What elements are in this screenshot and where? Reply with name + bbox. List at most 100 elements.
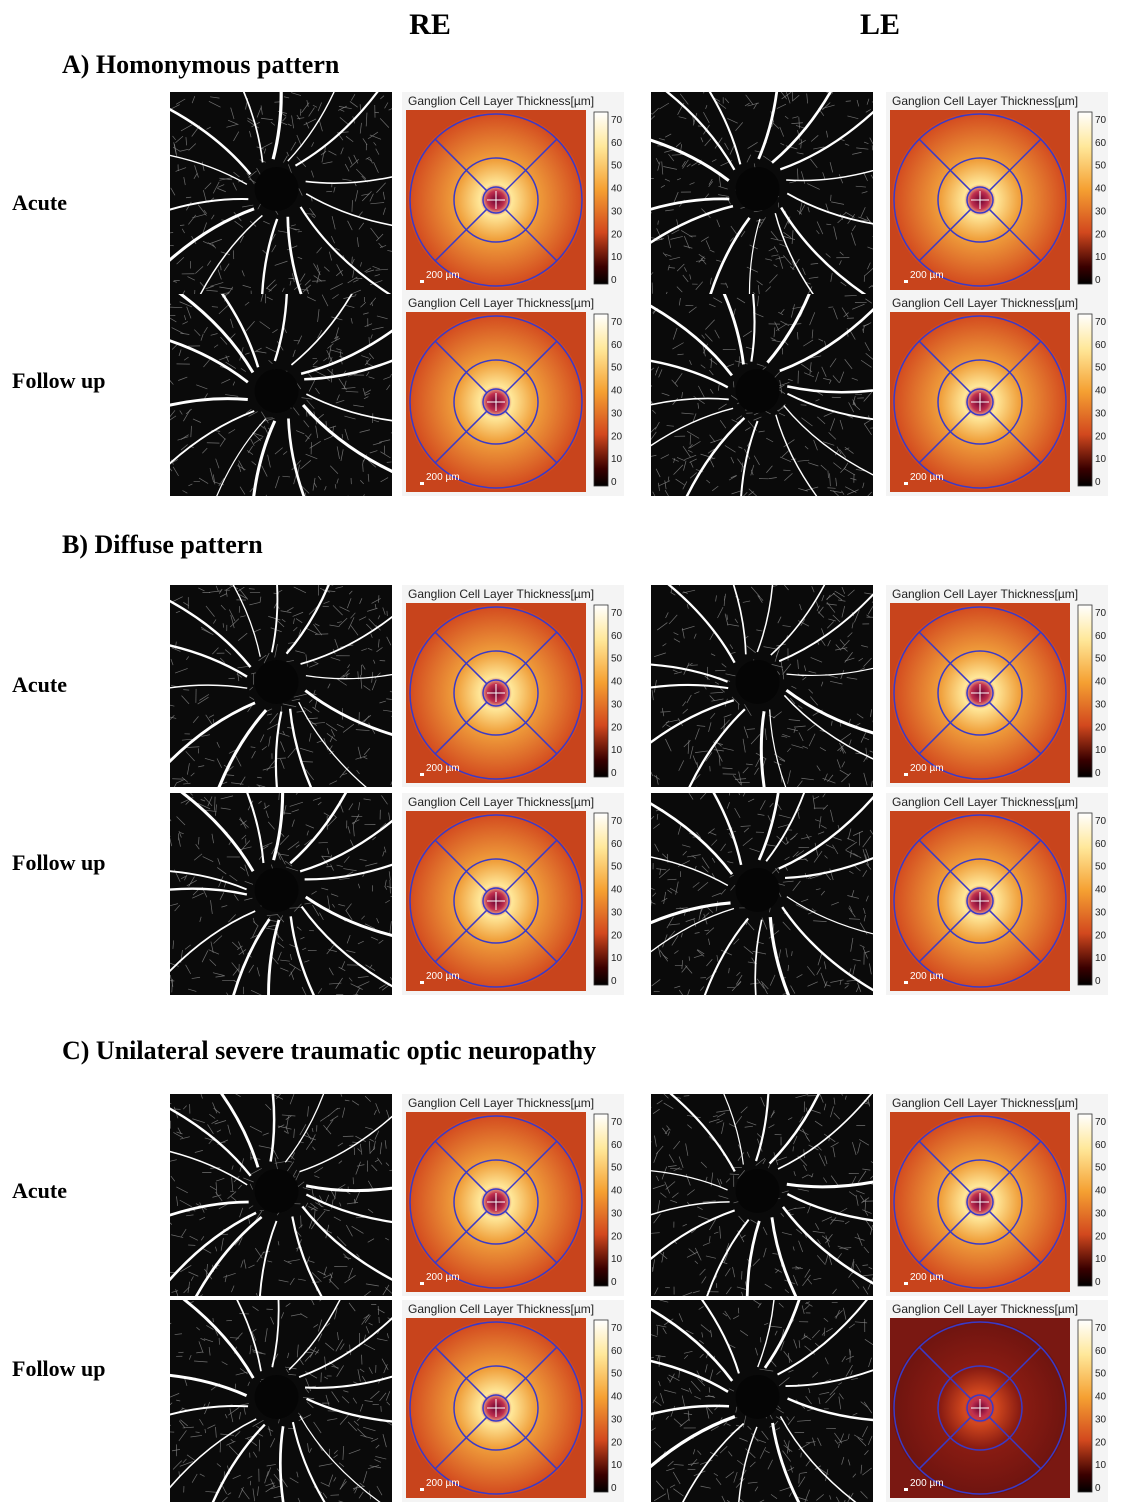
section-title-b: B) Diffuse pattern — [62, 530, 263, 559]
gcl-map-le-s1-r1: 200 µm 70 60 50 40 30 20 10 0 Ganglion Cell Layer… — [886, 793, 1108, 995]
gcl-map-re-s2-r0: 200 µm 70 60 50 40 30 20 10 0 Ganglion Cell Layer… — [402, 1094, 624, 1296]
etdrs-ring-2 — [482, 388, 510, 416]
scale-bar-label: 200 µm — [910, 270, 944, 281]
etdrs-sector-line — [434, 1346, 488, 1400]
colorbar-tick-label: 60 — [611, 1346, 623, 1357]
colorbar-tick-label: 20 — [1095, 1231, 1107, 1242]
etdrs-ring-0 — [893, 1321, 1067, 1495]
etdrs-ring-0 — [409, 606, 583, 780]
colorbar-tick-label: 50 — [611, 161, 623, 172]
colorbar-tick-label: 40 — [611, 1186, 623, 1197]
etdrs-sector-line — [918, 208, 972, 262]
etdrs-ring-0 — [409, 1321, 583, 1495]
etdrs-ring-1 — [937, 858, 1023, 944]
colorbar-tick-label: 40 — [1095, 184, 1107, 195]
scale-bar — [420, 482, 424, 485]
etdrs-sector-line — [504, 1416, 558, 1470]
etdrs-ring-1 — [937, 359, 1023, 445]
gcl-map-le-s1-r0: 200 µm 70 60 50 40 30 20 10 0 Ganglion Cell Layer… — [886, 585, 1108, 787]
colorbar-tick-label: 10 — [1095, 1460, 1107, 1471]
etdrs-sector-line — [918, 1416, 972, 1470]
etdrs-ring-2 — [966, 388, 994, 416]
colorbar-tick-label: 10 — [1095, 745, 1107, 756]
scale-bar-label: 200 µm — [910, 472, 944, 483]
gcl-map-re-s0-r0: 200 µm 70 60 50 40 30 20 10 0 Ganglion Cell Layer… — [402, 92, 624, 294]
colorbar-tick-label: 70 — [1095, 115, 1107, 126]
angiography-re-s0-r1 — [170, 294, 392, 496]
colorbar-tick-label: 70 — [611, 317, 623, 328]
scale-bar-label: 200 µm — [910, 1272, 944, 1283]
scale-bar-label: 200 µm — [426, 1272, 460, 1283]
etdrs-sector-line — [988, 138, 1042, 192]
colorbar-tick-label: 10 — [611, 953, 623, 964]
gcl-map-re-s2-r1: 200 µm 70 60 50 40 30 20 10 0 Ganglion Cell Layer… — [402, 1300, 624, 1502]
colorbar-tick-label: 40 — [1095, 1186, 1107, 1197]
angiography-le-s2-r1 — [651, 1300, 873, 1502]
scale-bar-label: 200 µm — [910, 763, 944, 774]
gcl-map-title: Ganglion Cell Layer Thickness[µm] — [892, 795, 1079, 809]
colorbar-tick-label: 20 — [611, 930, 623, 941]
colorbar-tick-label: 70 — [611, 816, 623, 827]
colorbar-tick-label: 20 — [1095, 431, 1107, 442]
gcl-map-title: Ganglion Cell Layer Thickness[µm] — [408, 587, 595, 601]
colorbar-tick-label: 30 — [611, 907, 623, 918]
colorbar-tick-label: 60 — [1095, 1140, 1107, 1151]
etdrs-sector-line — [504, 1346, 558, 1400]
colorbar-tick-label: 60 — [611, 340, 623, 351]
colorbar-tick-label: 40 — [611, 184, 623, 195]
etdrs-ring-1 — [453, 359, 539, 445]
scale-bar-label: 200 µm — [910, 1478, 944, 1489]
colorbar-tick-label: 40 — [1095, 1392, 1107, 1403]
etdrs-ring-0 — [893, 113, 1067, 287]
colorbar-tick-label: 0 — [1095, 1483, 1101, 1494]
etdrs-sector-line — [988, 340, 1042, 394]
etdrs-ring-1 — [937, 650, 1023, 736]
angiography-re-s1-r0 — [170, 585, 392, 787]
colorbar-tick-label: 60 — [1095, 839, 1107, 850]
etdrs-ring-2 — [482, 1394, 510, 1422]
scale-bar — [904, 981, 908, 984]
gcl-map-title: Ganglion Cell Layer Thickness[µm] — [408, 795, 595, 809]
colorbar-tick-label: 30 — [611, 1414, 623, 1425]
colorbar-tick-label: 40 — [611, 386, 623, 397]
colorbar-tick-label: 60 — [1095, 138, 1107, 149]
colorbar-tick-label: 10 — [611, 454, 623, 465]
etdrs-sector-line — [504, 340, 558, 394]
colorbar-tick-label: 30 — [611, 206, 623, 217]
colorbar-tick-label: 0 — [611, 768, 617, 779]
colorbar — [593, 604, 609, 778]
etdrs-sector-line — [504, 909, 558, 963]
colorbar-tick-label: 40 — [611, 885, 623, 896]
etdrs-ring-2 — [482, 1188, 510, 1216]
etdrs-sector-line — [918, 1140, 972, 1194]
etdrs-sector-line — [504, 631, 558, 685]
etdrs-ring-0 — [893, 814, 1067, 988]
row-label-a-followup: Follow up — [12, 368, 106, 393]
scale-bar — [904, 482, 908, 485]
etdrs-sector-line — [918, 631, 972, 685]
gcl-map-title: Ganglion Cell Layer Thickness[µm] — [892, 94, 1079, 108]
etdrs-ring-1 — [937, 157, 1023, 243]
scale-bar-label: 200 µm — [910, 971, 944, 982]
colorbar-tick-label: 40 — [611, 677, 623, 688]
colorbar-tick-label: 30 — [611, 408, 623, 419]
row-label-a-acute: Acute — [12, 190, 67, 215]
colorbar-tick-label: 10 — [611, 745, 623, 756]
etdrs-sector-line — [434, 138, 488, 192]
colorbar-tick-label: 40 — [1095, 885, 1107, 896]
etdrs-sector-line — [504, 410, 558, 464]
etdrs-sector-line — [504, 701, 558, 755]
colorbar-tick-label: 60 — [611, 631, 623, 642]
etdrs-ring-0 — [893, 1115, 1067, 1289]
scale-bar — [420, 1488, 424, 1491]
gcl-map-title: Ganglion Cell Layer Thickness[µm] — [408, 94, 595, 108]
etdrs-sector-line — [434, 701, 488, 755]
etdrs-sector-line — [434, 1140, 488, 1194]
colorbar-tick-label: 0 — [1095, 976, 1101, 987]
colorbar-tick-label: 20 — [1095, 930, 1107, 941]
colorbar-tick-label: 20 — [1095, 229, 1107, 240]
etdrs-sector-line — [988, 1140, 1042, 1194]
colorbar-tick-label: 20 — [1095, 722, 1107, 733]
etdrs-ring-0 — [409, 814, 583, 988]
colorbar-tick-label: 20 — [611, 722, 623, 733]
